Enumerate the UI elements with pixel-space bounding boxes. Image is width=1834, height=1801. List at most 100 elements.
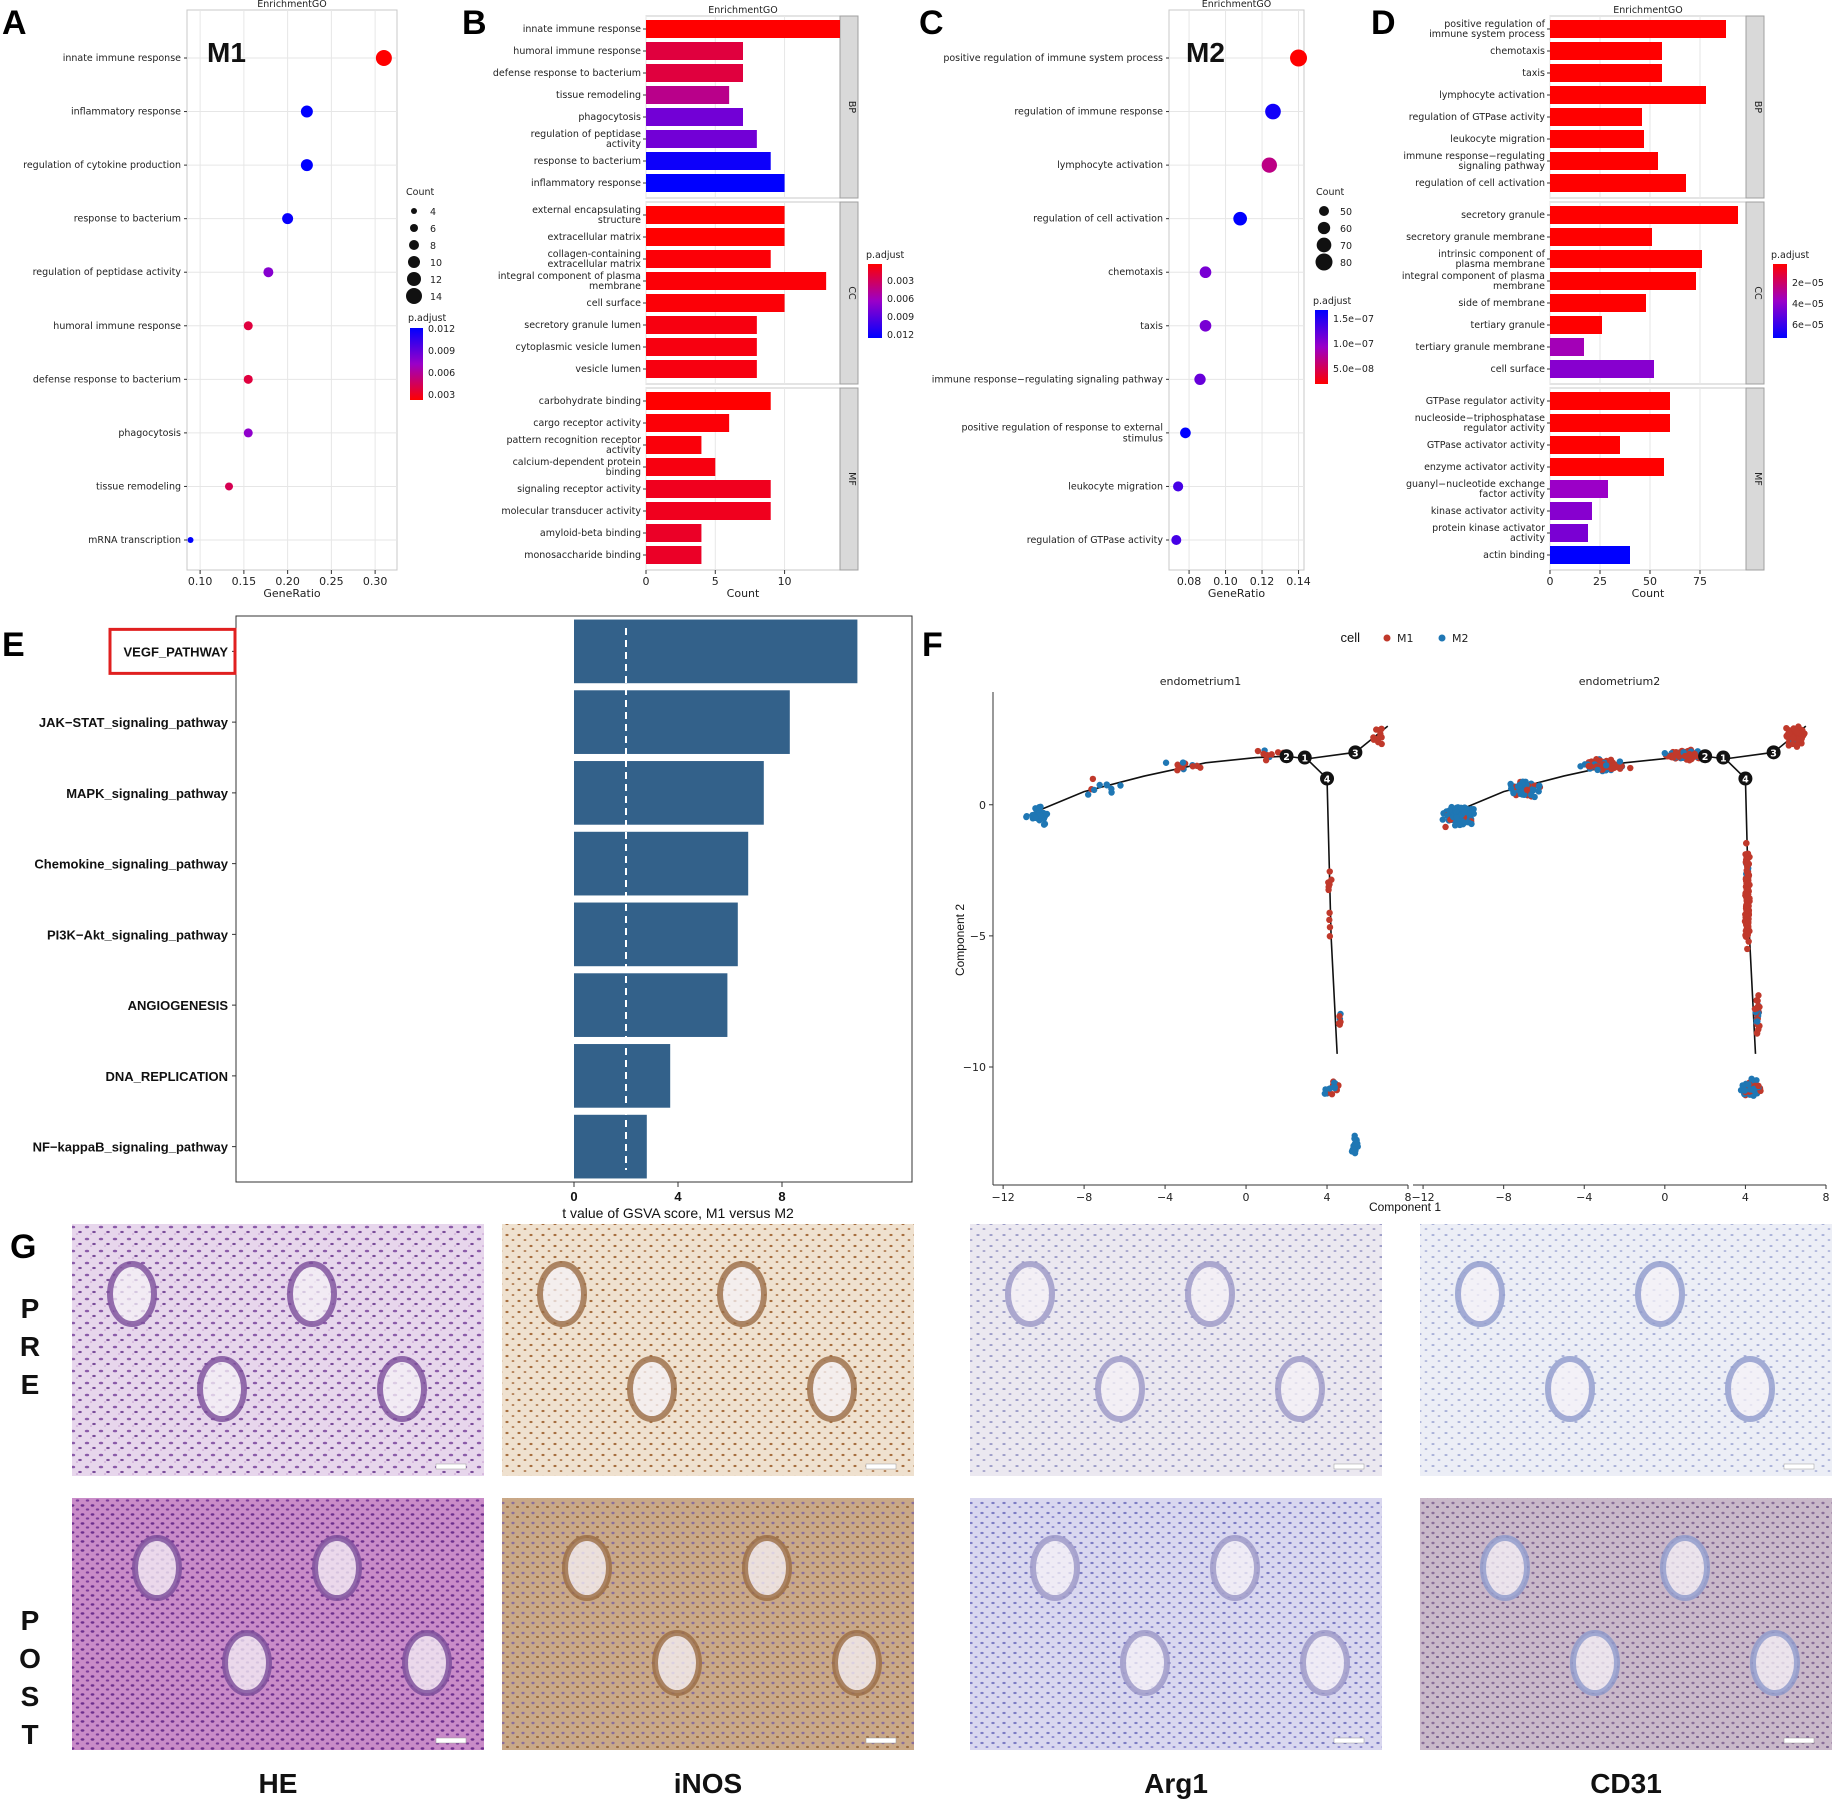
bar — [646, 20, 840, 38]
y-tick-label: −5 — [970, 930, 986, 943]
term-label: extracellular matrix — [548, 259, 642, 270]
bar — [1550, 524, 1588, 542]
dot — [1265, 103, 1281, 120]
term-label: immune system process — [1429, 29, 1545, 40]
row-label-post: S — [21, 1681, 40, 1712]
legend-label: M1 — [1397, 632, 1414, 645]
cell-dot — [1691, 750, 1698, 758]
cell-dot — [1326, 933, 1334, 940]
plot-frame — [1168, 9, 1305, 571]
x-tick-label: 8 — [1823, 1191, 1830, 1204]
cell-dot — [1739, 1082, 1746, 1089]
term-label: extracellular matrix — [548, 232, 642, 243]
cell-dot — [1037, 812, 1044, 819]
term-label: phagocytosis — [118, 428, 181, 439]
color-legend-bar — [868, 264, 882, 338]
term-label: secretory granule — [1461, 210, 1545, 221]
gland-shape — [402, 1630, 452, 1696]
bar — [646, 502, 771, 520]
gland-shape — [222, 1630, 272, 1696]
bar — [646, 250, 771, 268]
color-legend-label: 0.006 — [428, 368, 455, 379]
cell-dot — [1743, 901, 1750, 909]
chart-title: EnrichmentGO — [1202, 0, 1272, 10]
term-label: binding — [606, 467, 641, 478]
legend-title: cell — [1340, 630, 1360, 645]
term-label: cell surface — [587, 298, 642, 309]
size-legend-label: 4 — [430, 207, 436, 218]
term-label: lymphocyte activation — [1439, 90, 1545, 101]
term-label: collagen-containing — [548, 249, 641, 260]
term-label: regulator activity — [1463, 423, 1545, 434]
cell-dot — [1535, 788, 1542, 795]
term-label: regulation of GTPase activity — [1409, 112, 1546, 123]
cell-dot — [1749, 1086, 1757, 1094]
cell-dot — [1670, 753, 1677, 760]
bar — [1550, 130, 1644, 148]
facet-strip — [839, 387, 859, 571]
x-axis-title: t value of GSVA score, M1 versus M2 — [562, 1205, 794, 1221]
x-tick-label: 4 — [1742, 1191, 1749, 1204]
term-label: intrinsic component of — [1438, 249, 1545, 260]
y-tick-label: 0 — [979, 799, 986, 812]
color-legend-bar — [410, 328, 423, 400]
color-legend-label: 0.009 — [428, 346, 455, 357]
cell-dot — [1023, 813, 1030, 821]
term-label: activity — [606, 445, 641, 456]
x-axis-title: Count — [727, 587, 760, 600]
cell-dot — [1162, 759, 1170, 766]
gland-shape — [1570, 1630, 1620, 1696]
gland-shape — [312, 1535, 362, 1601]
x-tick-label: 5 — [712, 575, 719, 588]
stain-label: CD31 — [1590, 1768, 1662, 1799]
cell-dot — [1326, 868, 1333, 875]
term-label: cell surface — [1491, 364, 1546, 375]
bar — [646, 130, 757, 148]
cell-dot — [1521, 791, 1528, 798]
term-label: membrane — [1493, 281, 1545, 292]
x-tick-label: 4 — [1324, 1191, 1331, 1204]
color-legend-bar — [1315, 310, 1328, 384]
color-legend-label: 5.0e−08 — [1333, 364, 1374, 375]
cell-dot — [1743, 839, 1750, 847]
cell-dot — [1321, 1090, 1329, 1097]
branch-node-label: 4 — [1324, 775, 1331, 786]
term-label: tertiary granule membrane — [1416, 342, 1546, 353]
gland-shape — [562, 1535, 612, 1601]
gland-shape — [107, 1261, 157, 1327]
gland-shape — [807, 1356, 857, 1422]
trajectory-branch — [1326, 778, 1338, 1054]
scale-bar — [1333, 1463, 1365, 1470]
gland-shape — [742, 1535, 792, 1601]
cell-dot — [1254, 747, 1262, 755]
histology-image — [1420, 1498, 1832, 1750]
pathway-label: ANGIOGENESIS — [128, 998, 229, 1013]
gland-shape — [1275, 1356, 1325, 1422]
x-tick-label: 8 — [1405, 1191, 1412, 1204]
cell-dot — [1461, 809, 1468, 816]
term-label: monosaccharide binding — [524, 550, 641, 561]
cell-dot — [1328, 876, 1335, 883]
bar — [1550, 294, 1646, 312]
color-legend-label: 4e−05 — [1792, 299, 1824, 310]
cell-dot — [1354, 1140, 1361, 1147]
bar — [646, 272, 827, 290]
term-label: positive regulation of immune system pro… — [943, 53, 1163, 64]
cell-dot — [1786, 730, 1793, 737]
cell-dot — [1536, 782, 1543, 789]
cell-dot — [1587, 763, 1594, 770]
term-label: immune response−regulating signaling pat… — [932, 374, 1164, 385]
facet-strip-label: MF — [846, 472, 857, 486]
term-label: integral component of plasma — [498, 271, 641, 282]
dot — [1180, 427, 1191, 439]
bar — [646, 360, 757, 378]
x-axis-title: GeneRatio — [1208, 587, 1266, 600]
cell-dot — [1744, 879, 1752, 887]
panel-letter-f: F — [922, 626, 943, 664]
bar — [646, 546, 702, 564]
gland-shape — [1725, 1356, 1775, 1422]
bar — [1550, 458, 1664, 476]
color-legend-label: 2e−05 — [1792, 278, 1824, 289]
row-label-post: P — [21, 1605, 40, 1636]
